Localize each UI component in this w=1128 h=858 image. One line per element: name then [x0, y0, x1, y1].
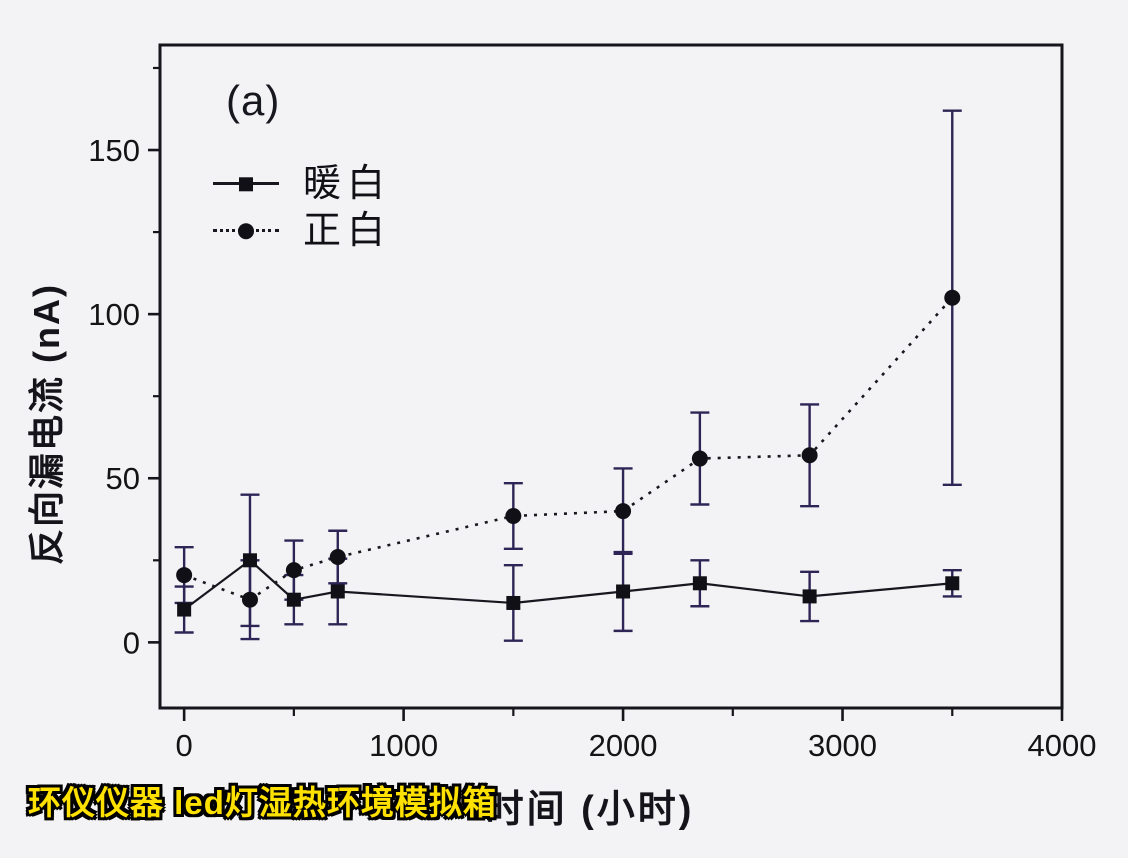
square-marker-icon: [286, 592, 301, 607]
square-marker-icon: [506, 595, 521, 610]
x-axis-ticks: 0 1000 2000 3000 4000: [176, 708, 1097, 763]
panel-label: (a): [226, 77, 281, 124]
x-tick-label: 3000: [808, 728, 877, 763]
square-marker-icon: [616, 584, 631, 599]
series-markers-neutral-white: [176, 289, 961, 608]
circle-marker-icon: [615, 503, 632, 520]
legend-dotted-line-icon: [213, 223, 279, 240]
circle-marker-icon: [285, 562, 302, 579]
legend: 暖白 正白: [213, 160, 391, 254]
x-tick-label: 4000: [1028, 728, 1097, 763]
legend-item-neutral-white: 正白: [213, 207, 391, 254]
series-markers-warm-white: [177, 553, 960, 617]
legend-solid-line-icon: [213, 177, 279, 192]
series-line-neutral-white: [183, 296, 954, 602]
legend-label-neutral-white: 正白: [303, 209, 392, 252]
square-marker-icon: [802, 589, 817, 604]
square-marker-icon: [242, 553, 257, 568]
circle-marker-icon: [691, 450, 708, 467]
square-marker-icon: [239, 177, 253, 192]
circle-marker-icon: [801, 447, 818, 464]
square-marker-icon: [945, 576, 960, 591]
watermark-text: 环仪仪器 led灯湿热环境模拟箱: [28, 784, 497, 821]
x-axis-title: 时间 (小时): [485, 789, 695, 831]
y-tick-label: 50: [106, 461, 140, 496]
square-marker-icon: [177, 602, 192, 617]
square-marker-icon: [330, 584, 345, 599]
square-marker-icon: [692, 576, 707, 591]
circle-marker-icon: [238, 223, 254, 240]
legend-item-warm-white: 暖白: [213, 160, 391, 207]
circle-marker-icon: [329, 549, 346, 566]
y-tick-label: 150: [88, 133, 140, 168]
y-axis-ticks: 0 50 100 150: [88, 66, 160, 660]
x-tick-label: 2000: [589, 728, 658, 763]
circle-marker-icon: [944, 289, 961, 306]
circle-marker-icon: [241, 591, 258, 608]
x-tick-label: 0: [176, 728, 193, 763]
legend-label-warm-white: 暖白: [303, 162, 392, 205]
circle-marker-icon: [176, 567, 193, 584]
plot-frame: [158, 43, 1064, 710]
y-tick-label: 100: [88, 297, 140, 332]
y-tick-label: 0: [123, 625, 140, 660]
y-axis-title: 反向漏电流 (nA): [26, 283, 67, 565]
circle-marker-icon: [505, 507, 522, 524]
x-tick-label: 1000: [369, 728, 438, 763]
